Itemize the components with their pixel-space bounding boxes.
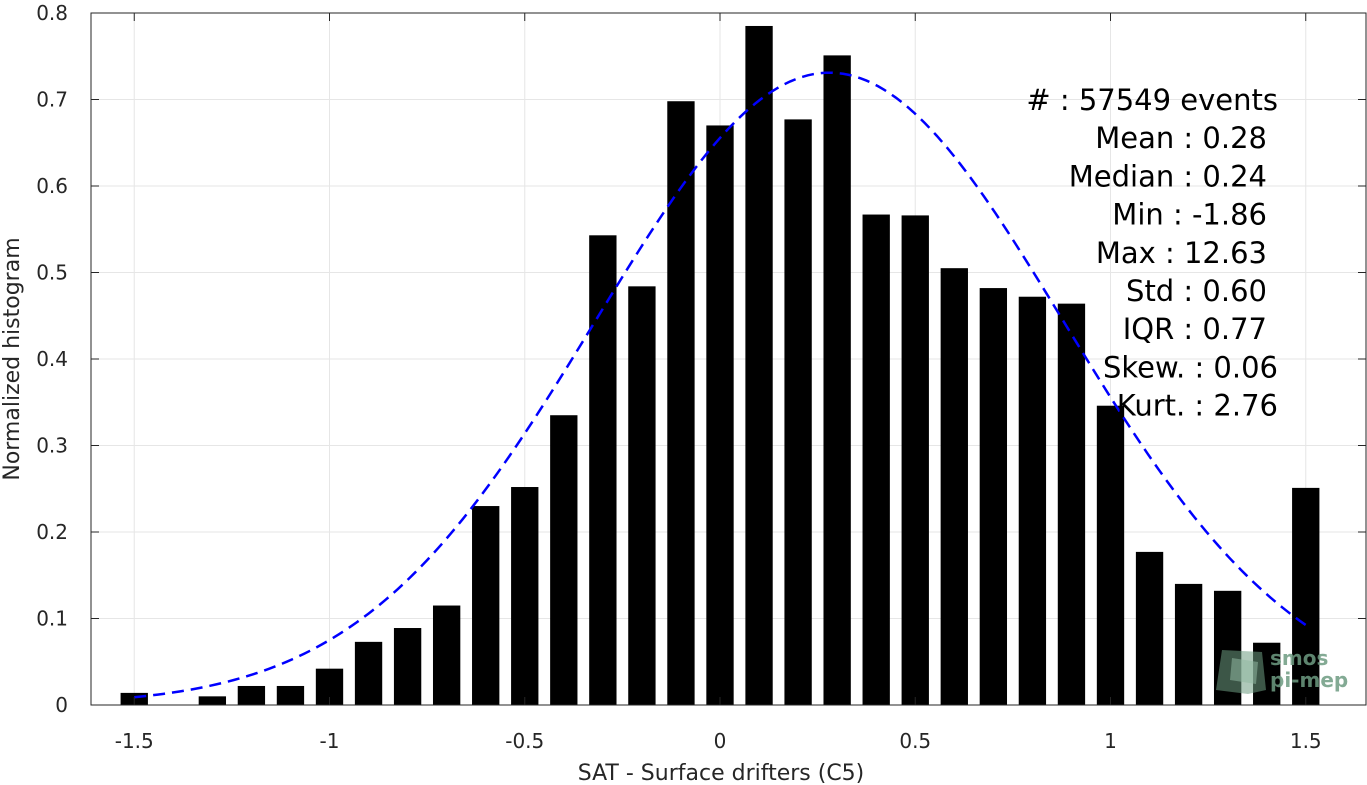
histogram-bar <box>1018 296 1047 705</box>
histogram-bar <box>1292 487 1320 705</box>
histogram-bar <box>589 235 617 705</box>
stat-line: Std : 0.60 <box>1126 274 1267 308</box>
stat-line: Skew. : 0.06 <box>1103 350 1278 384</box>
histogram-bar <box>862 214 890 706</box>
y-tick-labels: 0 0.1 0.2 0.3 0.4 0.5 0.6 0.7 0.8 <box>36 1 68 717</box>
histogram-bar <box>511 487 539 705</box>
y-tick-label: 0.4 <box>36 347 68 371</box>
x-tick-label: -0.5 <box>505 729 544 753</box>
y-tick-label: 0.1 <box>36 607 68 631</box>
histogram-bar <box>276 685 305 705</box>
stat-line: IQR : 0.77 <box>1123 312 1267 346</box>
histogram-bar <box>393 628 422 705</box>
histogram-bar <box>667 101 695 706</box>
histogram-bar <box>198 696 227 705</box>
histogram-bar <box>1174 583 1203 705</box>
x-axis-label: SAT - Surface drifters (C5) <box>578 761 865 785</box>
logo-text-smos: smos <box>1270 646 1328 670</box>
y-tick-label: 0 <box>55 693 68 717</box>
y-tick-label: 0.7 <box>36 88 68 112</box>
histogram-bar <box>784 119 812 705</box>
histogram-bar <box>628 286 656 705</box>
histogram-bar <box>432 605 461 705</box>
histogram-bar <box>940 268 968 705</box>
stat-line: Mean : 0.28 <box>1095 121 1267 155</box>
logo-text-pimep: pi-mep <box>1270 668 1348 692</box>
histogram-bar <box>979 288 1008 705</box>
histogram-bar <box>1135 551 1164 705</box>
y-tick-label: 0.8 <box>36 1 68 25</box>
stats-panel: # : 57549 events Mean : 0.28 Median : 0.24… <box>1026 83 1278 423</box>
histogram-bar <box>706 125 734 705</box>
x-tick-label: -1.5 <box>115 729 154 753</box>
y-tick-label: 0.3 <box>36 434 68 458</box>
x-tick-label: 1.5 <box>1290 729 1322 753</box>
histogram-bars <box>120 25 1320 706</box>
histogram-bar <box>1096 405 1125 705</box>
x-tick-label: 0.5 <box>899 729 931 753</box>
y-axis-label: Normalized histogram <box>0 237 25 480</box>
stat-line: Median : 0.24 <box>1069 159 1267 193</box>
stat-line: Max : 12.63 <box>1096 236 1267 270</box>
axis-ticks <box>91 12 1366 706</box>
x-tick-label: 0 <box>714 729 727 753</box>
y-tick-label: 0.5 <box>36 261 68 285</box>
gaussian-fit-curve <box>134 71 1307 699</box>
histogram-bar <box>745 25 773 706</box>
histogram-bar <box>237 685 266 705</box>
histogram-bar <box>901 215 929 705</box>
stat-line: # : 57549 events <box>1026 83 1278 117</box>
y-tick-label: 0.6 <box>36 174 68 198</box>
histogram-bar <box>823 55 851 705</box>
smos-pimep-logo: smos pi-mep <box>1216 646 1348 694</box>
histogram-bar <box>550 415 578 705</box>
x-tick-label: -1 <box>320 729 340 753</box>
histogram-bar <box>354 641 383 705</box>
y-tick-label: 0.2 <box>36 520 68 544</box>
histogram-bar <box>472 506 500 705</box>
x-tick-labels: -1.5 -1 -0.5 0 0.5 1 1.5 <box>115 729 1322 753</box>
x-tick-label: 1 <box>1104 729 1117 753</box>
logo-shape-inner <box>1230 658 1258 684</box>
stat-line: Kurt. : 2.76 <box>1117 389 1278 423</box>
histogram-bar <box>1057 303 1086 705</box>
stat-line: Min : -1.86 <box>1112 198 1267 232</box>
